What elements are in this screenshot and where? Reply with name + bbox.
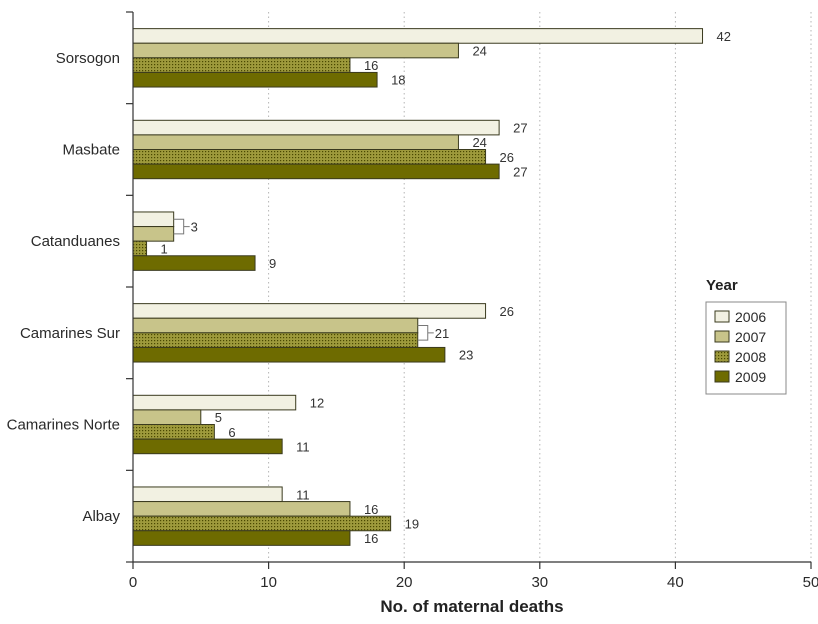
legend-swatch-2007 — [714, 330, 730, 343]
bar-masbate-2007 — [132, 134, 459, 150]
bar-camarines-sur-2009 — [132, 346, 446, 363]
value-label-camarines-norte-2006: 12 — [310, 396, 324, 411]
value-label-masbate-2006: 27 — [513, 121, 527, 136]
bar-albay-2009 — [132, 530, 351, 546]
bar-catanduanes-2006 — [132, 211, 175, 228]
category-label-albay: Albay — [82, 508, 120, 525]
labels-group: Sorsogon42241618Masbate27242627Catanduan… — [7, 29, 731, 546]
legend-label-2008: 2008 — [735, 349, 766, 365]
value-label-camarines-sur-2007: 21 — [435, 326, 449, 341]
value-label-camarines-norte-2007: 5 — [215, 410, 222, 425]
bar-catanduanes-2007 — [132, 226, 175, 242]
category-label-camarines-norte: Camarines Norte — [7, 417, 120, 434]
bar-masbate-2008 — [132, 149, 487, 165]
bar-camarines-norte-2009 — [132, 438, 283, 455]
x-tick-label-40: 40 — [667, 574, 684, 591]
legend-label-2006: 2006 — [735, 309, 766, 325]
x-axis-title: No. of maternal deaths — [380, 597, 563, 616]
value-label-catanduanes-2006: 3 — [191, 220, 198, 235]
x-tick-label-20: 20 — [396, 574, 413, 591]
bar-camarines-norte-2008 — [132, 424, 215, 440]
value-label-albay-2008: 19 — [405, 516, 419, 531]
value-label-camarines-sur-2006: 26 — [500, 304, 514, 319]
value-label-masbate-2009: 27 — [513, 164, 527, 179]
bar-sorsogon-2007 — [132, 42, 459, 59]
value-label-albay-2006: 11 — [296, 487, 310, 502]
bar-camarines-norte-2006 — [132, 394, 297, 411]
bar-catanduanes-2009 — [132, 255, 256, 271]
value-bracket-camarines-sur — [417, 325, 434, 341]
legend-swatch-2009 — [714, 370, 730, 383]
value-label-masbate-2008: 26 — [500, 150, 514, 165]
bar-albay-2008 — [132, 515, 392, 532]
value-label-sorsogon-2007: 24 — [472, 44, 486, 59]
bar-camarines-norte-2007 — [132, 409, 202, 425]
value-label-albay-2007: 16 — [364, 502, 378, 517]
bar-albay-2007 — [132, 501, 351, 517]
legend-label-2009: 2009 — [735, 369, 766, 385]
bar-camarines-sur-2006 — [132, 303, 487, 319]
bar-masbate-2009 — [132, 163, 500, 180]
legend-swatch-2008 — [714, 350, 730, 363]
x-tick-label-10: 10 — [260, 574, 277, 591]
legend-title: Year — [706, 277, 738, 294]
bar-albay-2006 — [132, 486, 283, 503]
category-label-masbate: Masbate — [62, 142, 120, 159]
axes: 0 10 20 30 40 50 — [126, 11, 818, 591]
value-label-albay-2009: 16 — [364, 531, 378, 546]
value-label-camarines-sur-2009: 23 — [459, 348, 473, 363]
value-label-catanduanes-2009: 9 — [269, 256, 276, 271]
bar-sorsogon-2008 — [132, 57, 351, 73]
legend-label-2007: 2007 — [735, 329, 766, 345]
category-label-camarines-sur: Camarines Sur — [20, 325, 120, 342]
value-bracket-catanduanes — [173, 218, 190, 235]
x-tick-label-50: 50 — [803, 574, 818, 591]
category-label-catanduanes: Catanduanes — [31, 233, 120, 250]
value-label-sorsogon-2006: 42 — [717, 29, 731, 44]
value-label-catanduanes-2008: 1 — [161, 241, 168, 256]
value-label-camarines-norte-2009: 11 — [296, 439, 310, 454]
bar-camarines-sur-2008 — [132, 332, 419, 348]
value-label-sorsogon-2008: 16 — [364, 58, 378, 73]
legend-swatch-2006 — [714, 310, 730, 323]
bars-group — [132, 28, 704, 546]
bar-masbate-2006 — [132, 119, 500, 136]
value-label-camarines-norte-2008: 6 — [228, 425, 235, 440]
category-label-sorsogon: Sorsogon — [56, 50, 120, 67]
bar-catanduanes-2008 — [132, 240, 148, 257]
bar-camarines-sur-2007 — [132, 317, 419, 334]
value-label-masbate-2007: 24 — [472, 135, 486, 150]
value-label-sorsogon-2009: 18 — [391, 73, 405, 88]
x-tick-label-0: 0 — [129, 574, 137, 591]
bar-sorsogon-2006 — [132, 28, 704, 44]
bar-sorsogon-2009 — [132, 71, 378, 88]
legend: Year 2006 2007 2008 2009 — [705, 277, 787, 395]
grid-lines — [268, 12, 812, 562]
x-tick-label-30: 30 — [531, 574, 548, 591]
